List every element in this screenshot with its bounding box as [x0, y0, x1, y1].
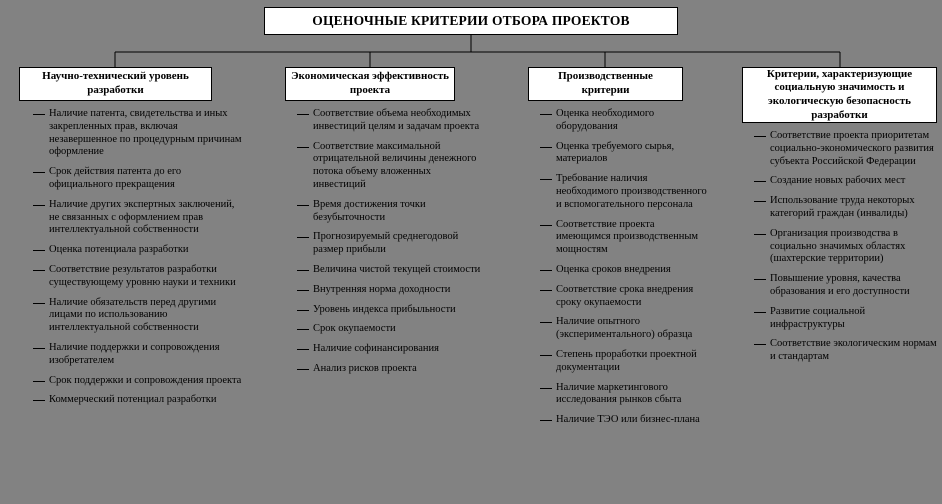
list-item: Соответствие проекта приоритетам социаль…: [754, 130, 937, 168]
list-item: Соответствие экологическим нормам и стан…: [754, 338, 937, 364]
list-item: Оценка сроков внедрения: [540, 264, 710, 277]
category-items-social-eco: Соответствие проекта приоритетам социаль…: [754, 130, 937, 371]
category-header-social-eco: Критерии, характеризующие социальную зна…: [742, 67, 937, 123]
list-item: Оценка требуемого сырья, материалов: [540, 141, 710, 167]
list-item: Соответствие проекта имеющимся производс…: [540, 219, 710, 257]
list-item: Срок окупаемости: [297, 323, 481, 336]
category-items-production: Оценка необходимого оборудования Оценка т…: [540, 108, 710, 434]
list-item: Соответствие объема необходимых инвестиц…: [297, 108, 481, 134]
list-item: Соответствие максимальной отрицательной …: [297, 141, 481, 192]
list-item: Прогнозируемый среднегодовой размер приб…: [297, 231, 481, 257]
list-item: Требование наличия необходимого производ…: [540, 173, 710, 211]
list-item: Оценка потенциала разработки: [33, 244, 247, 257]
list-item: Наличие патента, свидетельства и иных за…: [33, 108, 247, 159]
list-item: Наличие обязательств перед другими лицам…: [33, 297, 247, 335]
list-item: Время достижения точки безубыточности: [297, 199, 481, 225]
list-item: Величина чистой текущей стоимости: [297, 264, 481, 277]
list-item: Степень проработки проектной документаци…: [540, 349, 710, 375]
list-item: Наличие опытного (экспериментального) об…: [540, 316, 710, 342]
list-item: Анализ рисков проекта: [297, 363, 481, 376]
list-item: Наличие софинансирования: [297, 343, 481, 356]
category-header-sci-tech: Научно-технический уровень разработки: [19, 67, 212, 101]
list-item: Наличие поддержки и сопровождения изобре…: [33, 342, 247, 368]
list-item: Внутренняя норма доходности: [297, 284, 481, 297]
category-header-production: Производственные критерии: [528, 67, 683, 101]
list-item: Развитие социальной инфраструктуры: [754, 306, 937, 332]
list-item: Соответствие результатов разработки суще…: [33, 264, 247, 290]
list-item: Соответствие срока внедрения сроку окупа…: [540, 284, 710, 310]
diagram-root: { "layout": { "canvas": { "width": 942, …: [0, 0, 942, 504]
list-item: Использование труда некоторых категорий …: [754, 195, 937, 221]
list-item: Уровень индекса прибыльности: [297, 304, 481, 317]
list-item: Наличие маркетингового исследования рынк…: [540, 382, 710, 408]
list-item: Коммерческий потенциал разработки: [33, 394, 247, 407]
list-item: Организация производства в социально зна…: [754, 228, 937, 266]
list-item: Повышение уровня, качества образования и…: [754, 273, 937, 299]
list-item: Создание новых рабочих мест: [754, 175, 937, 188]
list-item: Наличие ТЭО или бизнес-плана: [540, 414, 710, 427]
list-item: Оценка необходимого оборудования: [540, 108, 710, 134]
category-items-economic: Соответствие объема необходимых инвестиц…: [297, 108, 481, 383]
list-item: Срок действия патента до его официальног…: [33, 166, 247, 192]
category-header-economic: Экономическая эффективность проекта: [285, 67, 455, 101]
list-item: Срок поддержки и сопровождения проекта: [33, 375, 247, 388]
list-item: Наличие других экспертных заключений, не…: [33, 199, 247, 237]
diagram-title: ОЦЕНОЧНЫЕ КРИТЕРИИ ОТБОРА ПРОЕКТОВ: [264, 7, 678, 35]
category-items-sci-tech: Наличие патента, свидетельства и иных за…: [33, 108, 247, 414]
